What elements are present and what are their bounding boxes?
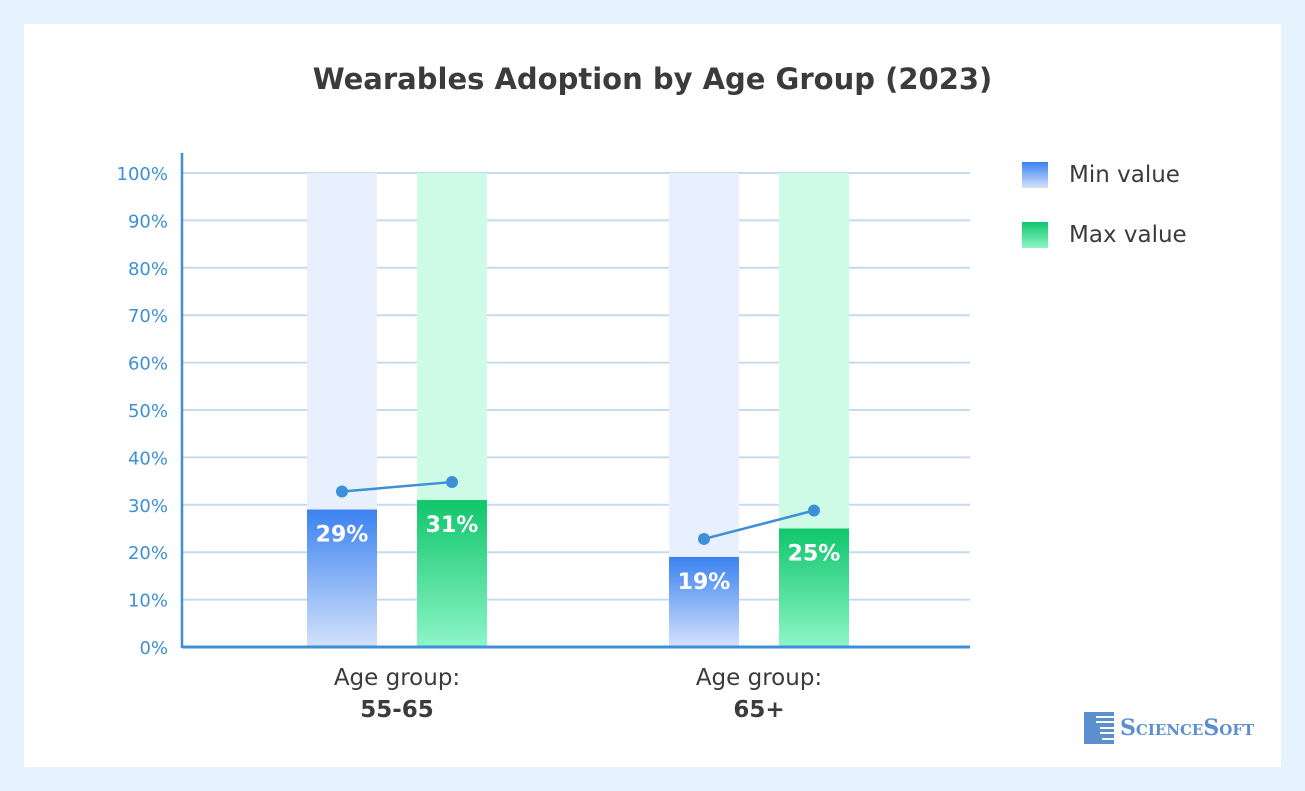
connector-line [341, 480, 453, 493]
legend: Min value Max value [1022, 160, 1187, 280]
data-label: 31% [426, 513, 479, 538]
x-label-line1: Age group: [695, 665, 823, 691]
y-tick-label: 90% [128, 211, 168, 232]
legend-item-min: Min value [1022, 160, 1187, 190]
y-tick-label: 70% [128, 306, 168, 327]
y-tick-label: 30% [128, 496, 168, 517]
y-tick-label: 10% [128, 591, 168, 612]
x-label-55-65: Age group: 55-65 [277, 662, 517, 726]
bar-max-value [779, 528, 849, 647]
y-tick-label: 50% [128, 401, 168, 422]
y-tick-label: 80% [128, 259, 168, 280]
connector-dot [336, 485, 348, 498]
legend-swatch [1022, 222, 1048, 248]
data-label: 19% [678, 570, 731, 595]
chart-title: Wearables Adoption by Age Group (2023) [312, 62, 993, 96]
x-label-line2: 65+ [733, 697, 785, 723]
data-label: 25% [788, 542, 841, 567]
x-label-line2: 55-65 [360, 697, 434, 723]
x-label-65-plus: Age group: 65+ [639, 662, 879, 726]
connector-line [703, 509, 815, 541]
logo-text: ScienceSoft [1120, 715, 1255, 741]
y-tick-label: 100% [117, 164, 168, 185]
y-tick-label: 0% [139, 638, 168, 659]
bar-min-value [669, 556, 739, 647]
y-tick-label: 60% [128, 354, 168, 375]
bar-max-value [417, 500, 487, 647]
legend-swatch [1022, 162, 1048, 188]
y-tick-label: 20% [128, 543, 168, 564]
connector-dot [698, 532, 710, 545]
connector-dot [808, 504, 820, 517]
bar-min-value [307, 509, 377, 647]
sciencesoft-logo: ScienceSoft [1084, 712, 1254, 744]
x-label-line1: Age group: [333, 665, 461, 691]
legend-label: Min value [1069, 162, 1180, 188]
legend-item-max: Max value [1022, 220, 1187, 250]
connector-dot [446, 476, 458, 489]
legend-label: Max value [1069, 222, 1187, 248]
data-label: 29% [316, 523, 369, 548]
y-tick-label: 40% [128, 448, 168, 469]
logo-icon [1084, 712, 1114, 744]
chart-card [24, 24, 1281, 767]
